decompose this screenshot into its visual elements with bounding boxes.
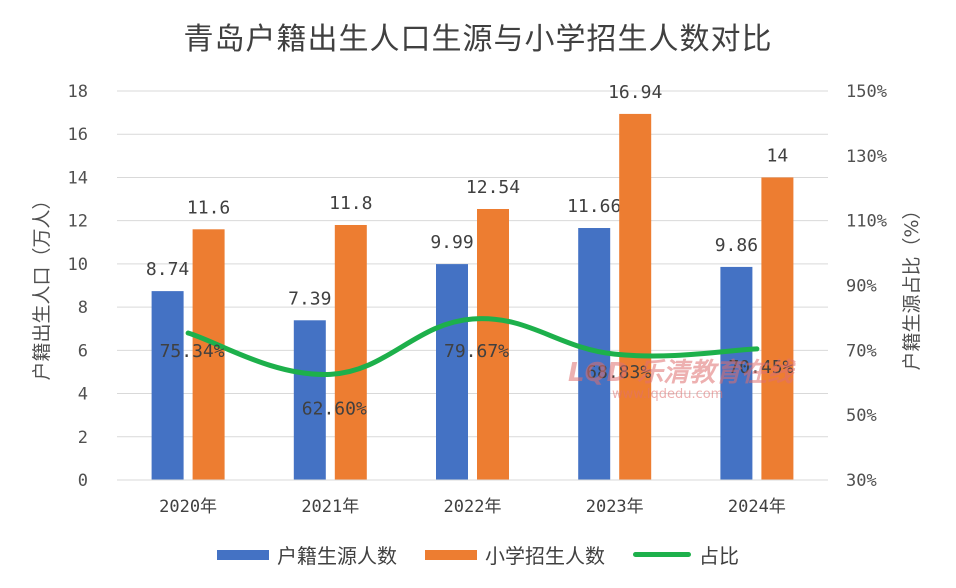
y-tick-label: 4	[78, 385, 88, 405]
legend-item-series-2: 小学招生人数	[425, 540, 605, 569]
watermark-sub: www.lqdedu.com	[612, 387, 724, 402]
ratio-data-label: 79.67%	[444, 341, 509, 362]
chart-legend: 户籍生源人数 小学招生人数 占比	[0, 540, 956, 569]
data-label-series-1: 11.66	[567, 196, 621, 217]
bar-series-1	[151, 291, 184, 480]
data-label-series-1: 9.99	[430, 232, 473, 253]
legend-label-series-2: 小学招生人数	[485, 544, 605, 568]
x-tick-label: 2021年	[301, 497, 359, 517]
bar-series-1	[720, 266, 753, 480]
data-label-series-2: 12.54	[466, 177, 520, 198]
x-tick-label: 2020年	[159, 497, 217, 517]
ratio-data-label: 62.60%	[302, 398, 367, 419]
y-tick-label: 14	[68, 168, 88, 188]
y2-tick-label: 150%	[846, 82, 887, 102]
data-label-series-2: 11.6	[187, 197, 230, 218]
legend-item-series-3: 占比	[633, 540, 739, 569]
bar-series-2	[619, 113, 652, 480]
legend-swatch-series-2	[425, 549, 477, 560]
data-label-series-2: 16.94	[608, 82, 662, 103]
ratio-data-label: 70.45%	[728, 357, 793, 378]
y-tick-label: 10	[68, 255, 88, 275]
y2-tick-label: 90%	[846, 277, 877, 297]
bar-series-1	[436, 264, 468, 480]
y2-tick-label: 110%	[846, 212, 887, 232]
bar-series-1	[293, 320, 326, 480]
y2-tick-label: 30%	[846, 471, 877, 491]
legend-label-series-1: 户籍生源人数	[277, 544, 397, 568]
y-tick-label: 16	[68, 125, 88, 145]
y-tick-label: 0	[78, 471, 88, 491]
legend-swatch-series-3	[633, 552, 691, 557]
legend-swatch-series-1	[217, 549, 269, 560]
ratio-line	[185, 316, 760, 377]
chart-title: 青岛户籍出生人口生源与小学招生人数对比	[183, 22, 773, 57]
legend-label-series-3: 占比	[699, 544, 739, 568]
y2-axis-title: 户籍生源占比（%）	[901, 200, 923, 370]
y-tick-label: 8	[78, 298, 88, 318]
y-tick-label: 18	[68, 82, 88, 102]
legend-item-series-1: 户籍生源人数	[217, 540, 397, 569]
x-tick-label: 2024年	[728, 497, 786, 517]
watermark-main: LQD 乐清教育在线	[568, 358, 794, 388]
data-label-series-2: 14	[767, 145, 789, 166]
bar-series-2	[477, 208, 509, 480]
ratio-data-label: 68.83%	[586, 362, 651, 383]
bar-series-2	[192, 229, 225, 480]
ratio-data-label: 75.34%	[160, 341, 225, 362]
data-label-series-1: 9.86	[715, 235, 758, 256]
x-tick-label: 2023年	[586, 497, 644, 517]
data-label-series-1: 8.74	[146, 259, 189, 280]
watermark-logo: LQD 乐清教育在线 www.lqdedu.com	[568, 352, 793, 402]
y-axis-title: 户籍出生人口（万人）	[31, 190, 53, 380]
data-label-series-1: 7.39	[288, 288, 331, 309]
bar-series-2	[761, 177, 794, 480]
data-label-series-2: 11.8	[329, 193, 372, 214]
y2-tick-label: 70%	[846, 341, 877, 361]
y-tick-label: 6	[78, 341, 88, 361]
y-tick-label: 12	[68, 212, 88, 232]
x-tick-label: 2022年	[444, 497, 502, 517]
y2-tick-label: 130%	[846, 147, 887, 167]
y2-tick-label: 50%	[846, 406, 877, 426]
bar-series-2	[334, 224, 367, 480]
y-tick-label: 2	[78, 428, 88, 448]
